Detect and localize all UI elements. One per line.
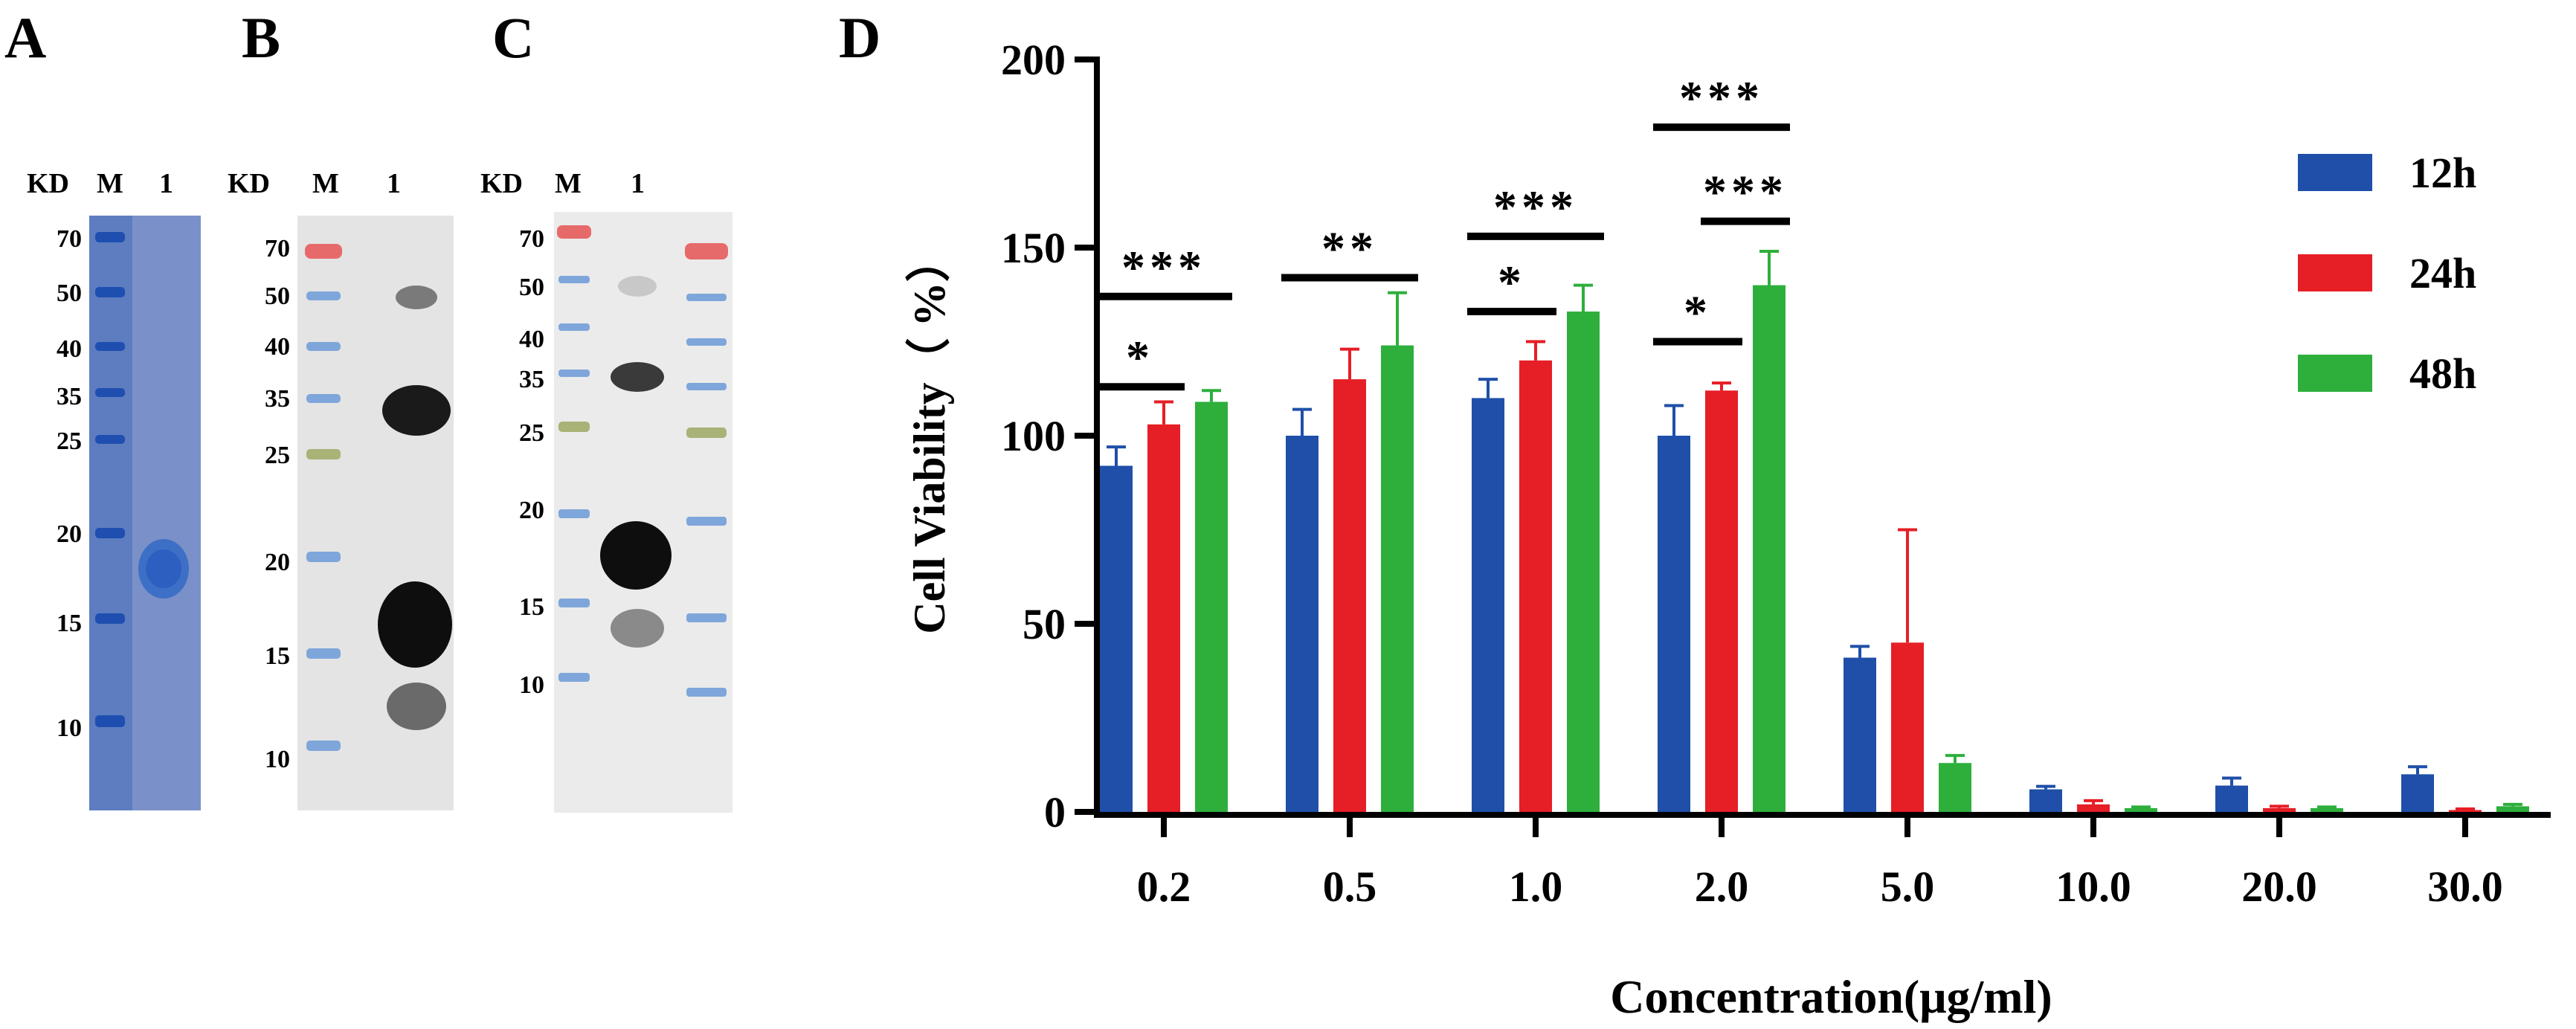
bar-48h-20.0	[2311, 807, 2343, 812]
bar-24h-30.0	[2449, 810, 2482, 812]
panel-b-blot-bands	[297, 216, 454, 810]
significance-label-3: *	[1498, 256, 1526, 309]
panel-b-marker-40: 40	[265, 333, 290, 361]
panel-c-marker-50: 50	[519, 274, 544, 301]
x-tick-label-0.2: 0.2	[1137, 862, 1191, 911]
significance-label-5: *	[1684, 286, 1712, 339]
panel-c-marker-70: 70	[519, 225, 544, 253]
significance-label-0: *	[1126, 331, 1154, 384]
bar-48h-10.0	[2125, 807, 2157, 812]
panel-c-blot-bands	[554, 212, 732, 813]
bar-48h-1.0	[1567, 312, 1600, 812]
panel-c-kd-label: KD	[480, 168, 523, 199]
bar-48h-2.0	[1753, 285, 1786, 813]
x-tick-label-5.0: 5.0	[1881, 862, 1935, 911]
legend-label-48h: 48h	[2409, 349, 2476, 398]
legend-swatch-48h	[2298, 355, 2372, 392]
panel-a-kd-label: KD	[27, 168, 69, 199]
panel-b-blot-image	[297, 216, 454, 810]
legend-label-24h: 24h	[2409, 249, 2476, 297]
x-tick-label-10.0: 10.0	[2055, 862, 2131, 911]
cell-viability-chart: 0 50 100 150 200 Cell Viability（ %） 0.2 0.5 1.0 2…	[904, 36, 2551, 1023]
legend-swatch-24h	[2298, 254, 2372, 291]
panel-d-letter: D	[839, 5, 881, 70]
chart-root: 0 50 100 150 200 Cell Viability（ %） 0.2 0.5 1.0 2…	[904, 36, 2551, 1023]
panel-a-marker-25: 25	[57, 428, 82, 455]
bar-24h-5.0	[1891, 642, 1924, 812]
bar-12h-30.0	[2401, 774, 2434, 812]
panel-b-marker-25: 25	[265, 442, 290, 469]
panel-b-kd-label: KD	[228, 168, 270, 199]
x-tick-label-1.0: 1.0	[1509, 862, 1563, 911]
legend-label-12h: 12h	[2409, 149, 2476, 197]
y-tick-label-0: 0	[1044, 788, 1066, 836]
bar-24h-0.2	[1147, 424, 1180, 812]
panel-a-marker-50: 50	[57, 280, 82, 307]
bar-48h-0.5	[1381, 345, 1414, 812]
significance-label-6: ***	[1703, 166, 1788, 219]
panel-a-marker-35: 35	[57, 383, 82, 410]
panel-a-gel-bands	[89, 216, 201, 810]
bar-12h-1.0	[1472, 398, 1504, 812]
y-axis-label: Cell Viability（ %）	[904, 237, 954, 633]
bar-24h-0.5	[1333, 379, 1366, 813]
panel-c-marker-10: 10	[519, 671, 544, 699]
panel-a-lane-1-label: 1	[159, 168, 173, 199]
panel-b-letter: B	[242, 5, 281, 70]
panel-b-marker-70: 70	[265, 235, 290, 262]
panel-b-marker-10: 10	[265, 746, 290, 773]
bar-24h-1.0	[1519, 360, 1552, 812]
bar-48h-30.0	[2496, 806, 2529, 812]
x-tick-label-0.5: 0.5	[1323, 862, 1377, 911]
panel-a-letter: A	[4, 5, 47, 70]
panel-c-lane-m-label: M	[555, 168, 582, 199]
significance-label-2: **	[1321, 222, 1378, 274]
x-tick-label-2.0: 2.0	[1695, 862, 1749, 911]
bar-12h-5.0	[1844, 657, 1876, 812]
x-tick-label-30.0: 30.0	[2427, 862, 2503, 911]
bar-12h-2.0	[1658, 436, 1690, 812]
panel-c-blot-image	[554, 212, 732, 813]
panel-a-marker-70: 70	[57, 225, 82, 253]
panel-a-marker-20: 20	[57, 520, 82, 548]
y-tick-label-150: 150	[1001, 224, 1066, 272]
bar-12h-10.0	[2029, 789, 2062, 812]
panel-c-lane-1-label: 1	[631, 168, 645, 199]
bar-24h-20.0	[2263, 807, 2296, 812]
significance-label-4: ***	[1493, 181, 1578, 233]
bar-12h-20.0	[2215, 785, 2248, 812]
bar-24h-10.0	[2077, 804, 2110, 812]
panel-c-marker-40: 40	[519, 326, 544, 353]
y-tick-label-100: 100	[1001, 412, 1066, 460]
panel-b-marker-35: 35	[265, 385, 290, 413]
panel-c-marker-35: 35	[519, 366, 544, 393]
panel-c-marker-20: 20	[519, 497, 544, 524]
panel-b-marker-15: 15	[265, 642, 290, 670]
panel-a-marker-15: 15	[57, 610, 82, 637]
legend-swatch-12h	[2298, 154, 2372, 191]
panel-b-lane-1-label: 1	[387, 168, 401, 199]
bar-12h-0.5	[1286, 436, 1318, 812]
panel-a-gel-image	[89, 216, 201, 810]
panel-b-lane-m-label: M	[312, 168, 339, 199]
panel-a-lane-m-label: M	[97, 168, 123, 199]
panel-b-marker-50: 50	[265, 283, 290, 310]
bar-48h-5.0	[1939, 763, 1971, 812]
panel-c-letter: C	[492, 5, 535, 70]
significance-label-7: ***	[1679, 71, 1764, 124]
panel-c-marker-15: 15	[519, 593, 544, 621]
panel-a-marker-10: 10	[57, 715, 82, 742]
significance-label-1: ***	[1121, 241, 1206, 294]
bar-24h-2.0	[1705, 390, 1738, 812]
y-tick-label-50: 50	[1023, 600, 1066, 648]
panel-c-marker-25: 25	[519, 419, 544, 447]
panel-b-marker-20: 20	[265, 549, 290, 576]
x-axis-label: Concentration(μg/ml)	[1610, 970, 2052, 1023]
bar-12h-0.2	[1100, 465, 1133, 812]
panel-a-marker-40: 40	[57, 335, 82, 363]
y-tick-label-200: 200	[1001, 36, 1066, 84]
x-tick-label-20.0: 20.0	[2241, 862, 2317, 911]
bar-48h-0.2	[1195, 401, 1228, 812]
